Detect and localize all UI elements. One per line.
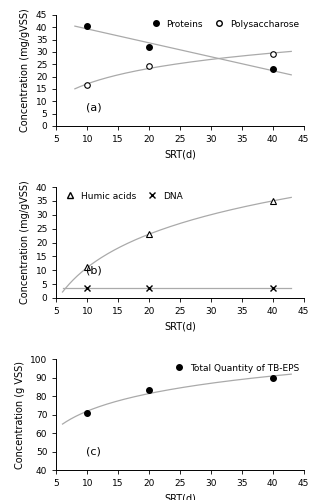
X-axis label: SRT(d): SRT(d)	[164, 150, 196, 160]
X-axis label: SRT(d): SRT(d)	[164, 322, 196, 332]
Y-axis label: Concentration (mg/gVSS): Concentration (mg/gVSS)	[20, 8, 30, 132]
Text: (c): (c)	[86, 446, 101, 456]
Text: (a): (a)	[86, 102, 102, 113]
X-axis label: SRT(d): SRT(d)	[164, 494, 196, 500]
Y-axis label: Concentration (g VSS): Concentration (g VSS)	[14, 360, 24, 469]
Y-axis label: Concentration (mg/gVSS): Concentration (mg/gVSS)	[20, 180, 30, 304]
Legend: Proteins, Polysaccharose: Proteins, Polysaccharose	[146, 20, 299, 28]
Legend: Total Quantity of TB-EPS: Total Quantity of TB-EPS	[170, 364, 299, 372]
Legend: Humic acids, DNA: Humic acids, DNA	[61, 192, 183, 200]
Text: (b): (b)	[86, 266, 102, 276]
